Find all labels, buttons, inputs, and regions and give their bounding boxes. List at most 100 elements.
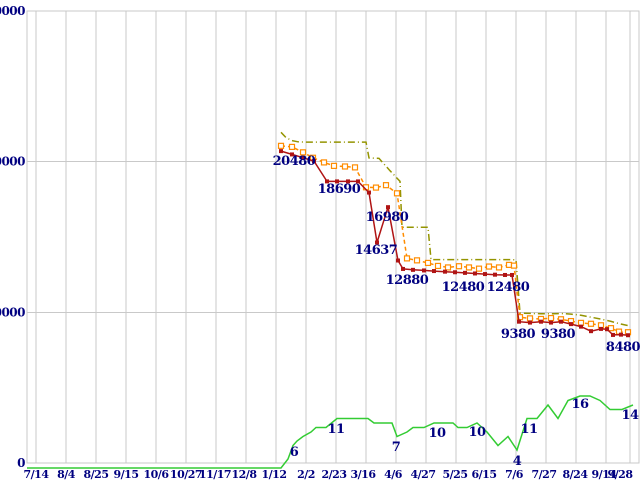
lowest-price-marker	[312, 159, 316, 164]
y-axis-label: 10000	[0, 305, 25, 319]
x-axis-label: 9/15	[114, 468, 139, 480]
point-label: 4	[513, 454, 522, 469]
average-price-marker	[505, 261, 513, 268]
x-axis-label: 3/16	[351, 468, 377, 480]
point-label: 14	[621, 408, 639, 423]
average-price-marker	[577, 319, 585, 326]
average-price-marker	[587, 320, 595, 327]
lowest-price-marker	[432, 269, 436, 274]
point-label: 12480	[442, 280, 485, 295]
lowest-price-marker	[493, 272, 497, 277]
average-price-marker	[495, 264, 503, 271]
lowest-price-marker	[517, 319, 521, 324]
point-label: 9380	[501, 327, 536, 342]
average-price-marker	[288, 143, 296, 151]
lowest-price-marker	[626, 333, 630, 338]
average-price-marker	[424, 259, 432, 267]
x-axis-label: 9/28	[608, 468, 634, 480]
lowest-price-marker	[356, 179, 360, 184]
lowest-price-marker	[510, 272, 514, 277]
lowest-price-marker	[589, 329, 593, 334]
average-price-marker	[277, 142, 285, 149]
average-price-marker	[330, 162, 338, 169]
point-label: 7	[392, 440, 401, 455]
lowest-price-marker	[396, 258, 400, 263]
y-axis-label: 20000	[0, 155, 25, 169]
x-axis-label: 4/6	[384, 468, 403, 480]
average-price-marker	[382, 182, 390, 189]
lowest-price-marker	[422, 268, 426, 273]
store-count-line	[27, 395, 634, 469]
lowest-price-marker	[453, 270, 457, 275]
average-price-marker	[434, 262, 442, 270]
x-axis-label: 6/15	[472, 468, 497, 480]
lowest-price-marker	[473, 271, 477, 276]
y-axis-label: 30000	[0, 4, 25, 18]
average-price-marker	[475, 265, 483, 272]
y-axis-label: 0	[17, 456, 25, 470]
x-axis-label: 7/14	[24, 468, 50, 480]
x-axis-label: 8/4	[57, 468, 76, 480]
lowest-price-marker	[549, 320, 553, 325]
average-price-marker	[372, 184, 380, 191]
point-label: 10	[428, 426, 446, 441]
average-price-marker	[485, 263, 493, 270]
x-axis-label: 5/25	[443, 468, 468, 480]
average-price-marker	[299, 149, 307, 156]
lowest-price-marker	[483, 272, 487, 277]
x-axis-label: 4/27	[411, 468, 436, 480]
average-price-marker	[547, 314, 555, 322]
average-price-marker	[516, 314, 524, 321]
point-label: 14637	[355, 243, 398, 258]
average-price-marker	[393, 190, 401, 197]
lowest-price-marker	[375, 240, 379, 245]
average-price-marker	[403, 255, 411, 262]
lowest-price-marker	[346, 179, 350, 184]
lowest-price-marker	[503, 272, 507, 277]
lowest-price-marker	[559, 319, 563, 324]
point-label: 11	[327, 422, 344, 437]
x-axis-label: 2/2	[297, 468, 315, 480]
lowest-price-marker	[579, 324, 583, 329]
x-axis-label: 2/23	[322, 468, 347, 480]
x-axis-label: 8/25	[84, 468, 109, 480]
lowest-price-marker	[539, 319, 543, 324]
x-axis-label: 11/17	[199, 468, 231, 480]
average-price-marker	[465, 264, 473, 271]
point-label: 9380	[541, 327, 576, 342]
point-label: 8480	[606, 340, 640, 355]
lowest-price-marker	[335, 179, 339, 184]
point-label: 16980	[366, 210, 409, 225]
lowest-price-marker	[279, 149, 283, 154]
x-axis-label: 1/12	[262, 468, 287, 480]
lowest-price-marker	[569, 322, 573, 327]
average-price-marker	[526, 315, 534, 322]
lowest-price-marker	[605, 327, 609, 332]
point-label: 16	[571, 397, 589, 412]
series-average-price	[277, 142, 632, 336]
average-price-marker	[510, 262, 518, 269]
average-price-marker	[320, 159, 328, 166]
point-label: 20480	[273, 154, 316, 169]
average-price-marker	[607, 325, 615, 332]
x-axis-label: 12/8	[232, 468, 258, 480]
x-axis-label: 7/27	[532, 468, 557, 480]
point-label: 10	[468, 425, 486, 440]
lowest-price-marker	[619, 332, 623, 337]
lowest-price-marker	[401, 266, 405, 271]
point-label: 18690	[318, 182, 361, 197]
point-label: 12480	[487, 280, 530, 295]
x-axis-label: 8/24	[563, 468, 589, 480]
average-price-marker	[455, 263, 463, 270]
average-price-marker	[341, 163, 349, 170]
x-axis-label: 9/14	[592, 468, 618, 480]
average-price-marker	[444, 264, 452, 271]
x-axis-label: 10/6	[144, 468, 170, 480]
series-store-count	[27, 395, 634, 469]
point-label: 6	[290, 445, 299, 460]
x-axis-label: 10/27	[170, 468, 202, 480]
average-price-marker	[351, 164, 359, 171]
